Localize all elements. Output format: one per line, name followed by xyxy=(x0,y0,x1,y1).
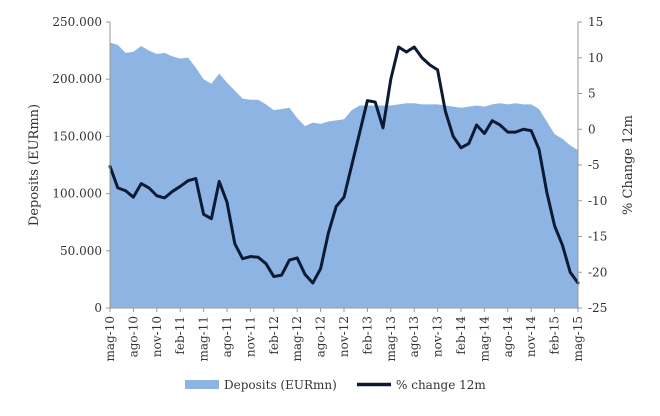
left-tick-label: 50.000 xyxy=(60,244,102,258)
left-tick-label: 200.000 xyxy=(52,72,102,86)
left-axis-title: Deposits (EURmn) xyxy=(27,104,42,226)
right-tick-label: -20 xyxy=(588,265,607,279)
x-tick-label: feb-15 xyxy=(548,316,562,355)
right-tick-label: 10 xyxy=(588,51,603,65)
x-tick-label: mag-15 xyxy=(571,316,585,362)
legend: Deposits (EURmn) % change 12m xyxy=(185,378,486,392)
plot-area xyxy=(108,42,580,309)
x-tick-label: nov-13 xyxy=(431,316,445,357)
x-tick-label: mag-13 xyxy=(384,316,398,362)
right-tick-label: -10 xyxy=(588,194,607,208)
x-tick-label: feb-14 xyxy=(454,316,468,355)
x-tick-label: mag-12 xyxy=(290,316,304,362)
legend-swatch-deposits xyxy=(185,380,219,389)
right-tick-label: 15 xyxy=(588,15,603,29)
x-tick-label: ago-10 xyxy=(126,316,140,357)
legend-label-deposits: Deposits (EURmn) xyxy=(224,378,337,392)
right-tick-label: 5 xyxy=(588,87,596,101)
x-tick-label: feb-11 xyxy=(173,316,187,355)
legend-label-change: % change 12m xyxy=(396,378,486,392)
x-tick-label: ago-11 xyxy=(220,316,234,357)
right-tick-label: -5 xyxy=(588,158,600,172)
right-tick-label: 0 xyxy=(588,122,596,136)
right-axis-title: % Change 12m xyxy=(621,115,636,215)
x-tick-label: ago-14 xyxy=(501,316,515,358)
right-tick-label: -25 xyxy=(588,301,607,315)
x-tick-label: nov-12 xyxy=(337,316,351,357)
x-tick-label: mag-11 xyxy=(197,316,211,362)
left-tick-label: 150.000 xyxy=(52,129,102,143)
x-tick-label: mag-10 xyxy=(103,316,117,362)
x-tick-label: mag-14 xyxy=(477,316,491,362)
left-tick-label: 0 xyxy=(94,301,102,315)
x-tick-label: feb-13 xyxy=(360,316,374,355)
x-tick-label: feb-12 xyxy=(267,316,281,355)
left-tick-label: 250.000 xyxy=(52,15,102,29)
axes: 0 50.000 100.000 150.000 200.000 250.000 -25 -2… xyxy=(52,15,607,362)
change-12m-line xyxy=(108,45,580,285)
x-tick-label: ago-13 xyxy=(407,316,421,357)
deposits-area xyxy=(110,42,578,309)
x-tick-label: nov-10 xyxy=(150,316,164,357)
right-tick-label: -15 xyxy=(588,230,607,244)
left-tick-label: 100.000 xyxy=(52,187,102,201)
x-tick-label: nov-11 xyxy=(243,316,257,357)
x-tick-label: ago-12 xyxy=(314,316,328,357)
x-tick-label: nov-14 xyxy=(524,316,538,357)
